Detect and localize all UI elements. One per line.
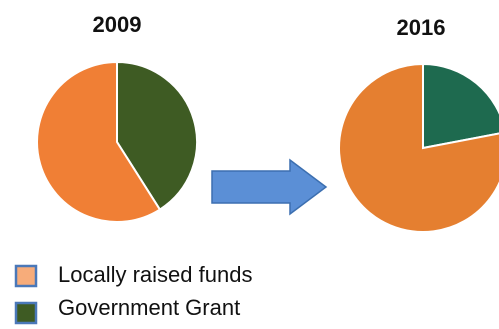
legend-swatch-government-grant [14,301,38,325]
pie-chart-2009 [36,60,199,223]
chart-title-2009: 2009 [93,12,142,37]
right-arrow-icon [211,158,328,216]
legend-swatch-locally-raised [14,264,38,288]
pie-slice-2016-locally-raised [338,62,499,233]
legend-label-government-grant: Government Grant [58,295,240,320]
chart-title-2016: 2016 [397,15,446,40]
legend: Locally raised funds Government Grant [14,262,252,325]
pie-slice-2016-government-grant [422,62,499,150]
legend-label-locally-raised: Locally raised funds [58,262,252,287]
pie-chart-2016 [338,62,499,233]
pie-slice-2009-locally-raised [36,60,162,223]
